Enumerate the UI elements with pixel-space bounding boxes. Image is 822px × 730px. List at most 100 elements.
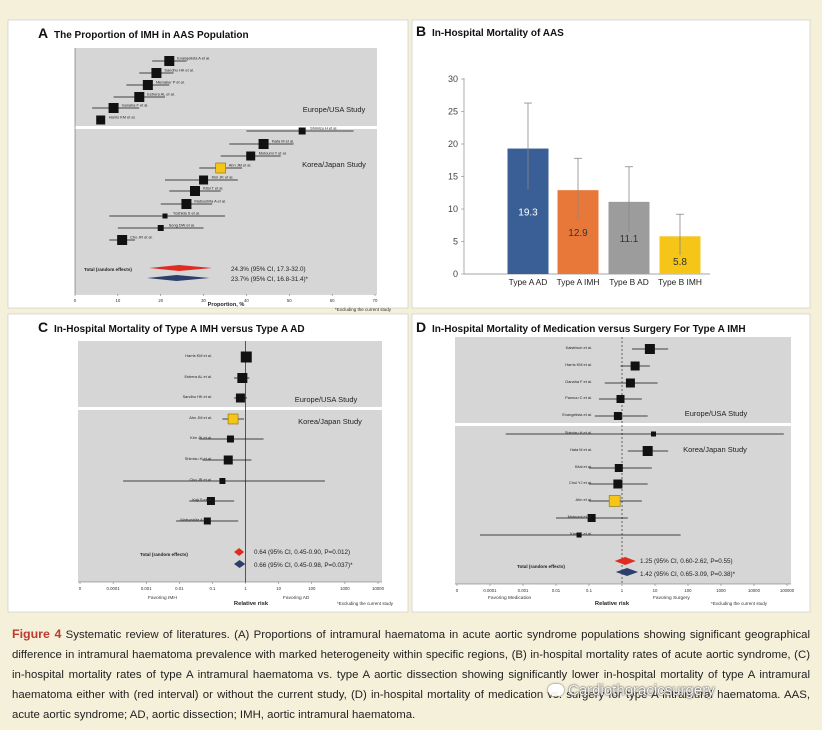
a-cho-jr-et-al-label: Cho JR et al. (130, 235, 153, 240)
panel-c-xlabel: Relative risk (234, 601, 269, 607)
a-motoumi-y-et-al-label: Motoumi Y et al. (259, 151, 287, 156)
panel-d-title: In-Hospital Mortality of Medication vers… (432, 324, 746, 335)
c-ahn-jm-et-al-marker (227, 413, 239, 425)
d-choi-yj-et-al-marker (613, 479, 623, 489)
d-kitai-et-al-label: Kitai et al. (575, 464, 592, 469)
d-pannuu-c-et-al-label: Pannuu C et al. (565, 395, 592, 400)
a-tick-label: 60 (330, 298, 335, 303)
a-tick-label: 50 (287, 298, 292, 303)
c-kaji-s-et-al-marker (206, 497, 215, 505)
panel-a-total-diamond-2 (147, 275, 210, 281)
a-tick-label: 20 (158, 298, 163, 303)
b-type-b-imh-category-label: Type B IMH (658, 277, 702, 287)
c-harris-km-et-al-label: Harris KM et al. (185, 353, 212, 358)
a-tick-label: 0 (74, 298, 77, 303)
c-tick-label: 0.001 (141, 586, 152, 591)
panel-a-ticks: 0 10 20 30 40 50 60 70 (74, 294, 378, 303)
b-ytick-label: 30 (448, 74, 458, 84)
b-ytick-label: 10 (448, 204, 458, 214)
a-ihata-m-et-al-marker (258, 139, 269, 149)
a-ihata-m-et-al-label: Ihata M et al. (272, 139, 295, 144)
a-matsushita-a-et-al-label: Matsushita A et al. (194, 199, 226, 204)
d-tick-label: 100000 (780, 588, 795, 593)
panel-d-footnote: *Excluding the current study (711, 601, 768, 606)
d-tick-label: 1 (621, 588, 624, 593)
panel-d-total-diamond-1 (614, 557, 636, 565)
panel-d-summary-2: 1.42 (95% CI, 0.65-3.09, P=0.38)* (640, 571, 736, 578)
c-tick-label: 0.0001 (107, 586, 121, 591)
d-shimizu-h-et-al-label: Shimizu H et al. (565, 430, 592, 435)
panel-a-summary-2: 23.7% (95% CI, 16.8-31.4)* (231, 276, 309, 283)
a-song-dw-et-al-label: Song DW et al. (169, 223, 195, 228)
d-tick-label: 10000 (748, 588, 761, 593)
c-sandhu-hk-et-al-label: Sandhu HK et al. (183, 394, 212, 399)
c-tick-label: 1 (244, 586, 247, 591)
d-tick-label: 0.1 (586, 588, 593, 593)
wechat-icon (548, 684, 564, 696)
a-matsushita-a-et-al-marker (181, 199, 192, 209)
a-sandhu-hk-et-al-marker (151, 68, 162, 78)
panel-c-summary-1: 0.64 (95% CI, 0.45-0.90, P=0.012) (254, 549, 350, 556)
panel-c-favor-left: Favoring IMH (148, 595, 177, 601)
a-tick-label: 70 (373, 298, 378, 303)
watermark: Cardiothoracicsurgery (548, 682, 715, 699)
d-motoumi-et-al-marker (587, 514, 596, 522)
b-type-b-ad-category-label: Type B AD (609, 277, 649, 287)
d-ahn-et-al-marker (608, 495, 621, 507)
panel-d-studies: Kaistrisch et al. Harris KM et al. Ganaha … (480, 344, 784, 538)
c-kim-jk-et-al-label: Kim JK et al. (190, 435, 212, 440)
figure-caption: Figure 4 Systematic review of literature… (12, 624, 810, 725)
panel-c-letter: C (38, 319, 48, 335)
b-ytick-label: 15 (448, 172, 458, 182)
a-estrera-al-et-al-label: Estrera AL et al. (147, 92, 175, 97)
c-tick-label: 10000 (372, 586, 385, 591)
panel-d-region-top-bg (455, 337, 791, 423)
a-kitai-t-et-al-marker (190, 186, 200, 196)
b-type-a-imh-value-label: 12.9 (568, 228, 588, 239)
b-type-a-ad-category-label: Type A AD (509, 277, 548, 287)
d-tick-label: 0 (456, 588, 459, 593)
a-kitai-t-et-al-label: Kitai T et al. (203, 186, 223, 191)
panel-d-summary-1: 1.25 (95% CI, 0.60-2.62, P=0.55) (640, 558, 733, 565)
panel-a-region-top-label: Europe/USA Study (303, 105, 366, 114)
panel-d-total-diamond-2 (615, 568, 639, 576)
panel-a-studies: Evangelista A et al. Sandhu HK et al. Nien… (92, 56, 354, 245)
c-matsushita-a-et-al-marker (203, 517, 211, 525)
d-kaistrisch-et-al-label: Kaistrisch et al. (566, 345, 592, 350)
a-cho-jr-et-al-marker (117, 235, 128, 245)
a-tick-label: 30 (201, 298, 206, 303)
d-harris-km-et-al-label: Harris KM et al. (565, 362, 592, 367)
d-pannuu-c-et-al-marker (616, 395, 625, 403)
a-sandhu-hk-et-al-label: Sandhu HK et al. (164, 68, 193, 73)
c-tick-label: 0.01 (175, 586, 184, 591)
a-tick-label: 40 (244, 298, 249, 303)
c-cho-jr-et-al-marker (219, 478, 226, 484)
d-ahn-et-al-label: Ahn et al. (576, 497, 592, 502)
c-kim-jk-et-al-marker (226, 435, 234, 443)
d-tick-label: 10 (653, 588, 658, 593)
panel-a-title: The Proportion of IMH in AAS Population (54, 30, 249, 41)
watermark-text: Cardiothoracicsurgery (568, 682, 715, 699)
d-hata-m-et-al-marker (642, 446, 653, 456)
panel-b-letter: B (416, 23, 426, 39)
a-motoumi-y-et-al-marker (246, 151, 256, 161)
b-type-a-imh-category-label: Type A IMH (557, 277, 600, 287)
d-choi-yj-et-al-label: Choi YJ et al. (569, 480, 592, 485)
c-shimizu-h-et-al-label: Shimizu H et al. (185, 456, 212, 461)
b-type-a-ad-value-label: 19.3 (518, 207, 538, 218)
b-ytick-label: 25 (448, 107, 458, 117)
d-tick-label: 0.01 (552, 588, 561, 593)
d-tick-label: 100 (684, 588, 692, 593)
a-kim-jk-et-al-marker (199, 175, 209, 185)
d-shimizu-h-et-al-marker (650, 431, 656, 437)
c-kaji-s-et-al-label: Kaji S et al. (192, 497, 212, 502)
panel-a: A The Proportion of IMH in AAS Populatio… (7, 19, 409, 312)
a-yoshida-s-et-al-marker (162, 213, 168, 219)
c-tick-label: 1000 (340, 586, 350, 591)
panel-c-favor-right: Favoring AD (283, 595, 310, 601)
c-cho-jr-et-al-label: Cho JR et al. (190, 477, 213, 482)
panel-c-total-diamond-1 (234, 548, 245, 556)
caption-label: Figure 4 (12, 627, 62, 641)
panel-b: B In-Hospital Mortality of AAS 0 5 10 15 20 2… (411, 19, 811, 309)
panel-c-region-bottom-label: Korea/Japan Study (298, 417, 362, 426)
